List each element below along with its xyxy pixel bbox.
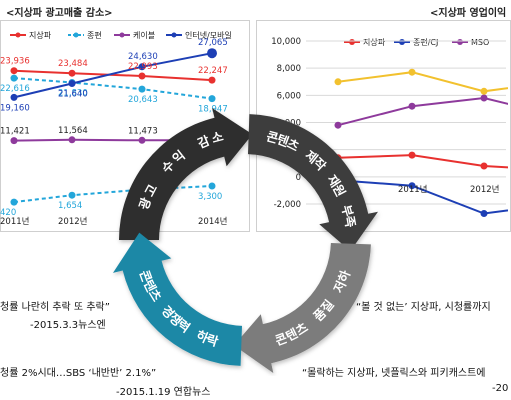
legend-marker-0 [349, 39, 355, 45]
y-tick-label-2: 6,000 [277, 91, 301, 101]
x-tick-label-3: 2014년 [198, 216, 227, 227]
value-label-13: 24,630 [128, 52, 158, 62]
data-point-3-3 [207, 48, 217, 59]
data-point-0-2 [480, 162, 488, 170]
data-point-3-1 [408, 68, 416, 76]
value-label-5: 21,830 [58, 88, 88, 98]
data-point-0-0 [10, 67, 18, 75]
left-chart-title: <지상파 광고매출 감소> [6, 8, 113, 19]
cycle-label-char-1-1: 텐 [275, 131, 291, 149]
legend-label-0: 지상파 [363, 37, 386, 47]
data-point-4-3 [208, 182, 216, 190]
data-point-3-0 [10, 93, 18, 101]
y-tick-label-0: 10,000 [271, 37, 301, 47]
data-point-0-1 [408, 151, 416, 159]
value-label-8: 11,421 [0, 127, 30, 137]
legend-label-0: 지상파 [29, 30, 52, 40]
data-point-1-2 [138, 85, 146, 93]
cycle-label-char-2-8: 하 [335, 268, 353, 284]
value-label-4: 22,616 [0, 84, 30, 94]
legend-marker-2 [457, 39, 463, 45]
x-tick-label-1: 2011년 [398, 184, 427, 195]
legend-marker-1 [73, 32, 79, 38]
legend-label-2: MSO [471, 38, 489, 47]
value-label-15: 420 [0, 208, 16, 218]
value-label-2: 22,993 [128, 62, 158, 72]
value-label-10: 11,473 [128, 126, 158, 136]
x-tick-label-0: 2011년 [0, 216, 29, 227]
data-point-0-1 [68, 69, 76, 77]
y-tick-label-1: 8,000 [277, 64, 301, 74]
series-line-1 [13, 77, 213, 100]
cycle-label-char-3-9: 락 [205, 331, 221, 349]
data-point-1-1 [408, 182, 416, 190]
data-point-3-0 [334, 78, 342, 86]
quote-left-top: 청률 나란히 추락 또 추락” [0, 302, 110, 313]
series-line-3 [13, 52, 213, 99]
cycle-label-char-3-0: 콘 [137, 268, 155, 284]
x-tick-label-2: 2012년 [470, 184, 499, 195]
value-label-0: 23,936 [0, 57, 30, 67]
value-label-3: 22,247 [198, 66, 228, 76]
data-point-3-1 [68, 80, 76, 87]
y-tick-label-6: -2,000 [274, 200, 301, 210]
value-label-18: 3,300 [198, 192, 222, 202]
data-point-2-0 [334, 121, 342, 129]
legend-label-2: 케이블 [133, 30, 155, 40]
legend-marker-2 [119, 32, 125, 38]
cycle-label-char-1-11: 족 [342, 215, 359, 229]
data-point-1-2 [480, 210, 488, 217]
y-tick-label-5: 0 [296, 173, 301, 183]
cycle-arrow-0 [118, 108, 253, 240]
right-chart-title: <지상파 영업이익 [430, 8, 507, 19]
legend-label-1: 종편/CJ [413, 37, 438, 47]
data-point-1-0 [10, 74, 18, 82]
quote-right-bottom: “몰락하는 지상파, 넷플릭스와 피키캐스트에 [302, 368, 486, 379]
cycle-label-char-0-7: 소 [210, 128, 225, 146]
data-point-2-1 [408, 102, 416, 110]
cycle-label-char-2-0: 콘 [273, 330, 289, 348]
legend-label-1: 종편 [87, 30, 102, 40]
legend-marker-3 [171, 32, 177, 38]
data-point-0-3 [208, 76, 216, 84]
value-label-14: 27,065 [198, 38, 228, 48]
cycle-label-char-0-0: 광 [136, 195, 154, 211]
data-point-1-3 [208, 95, 216, 103]
data-point-2-1 [68, 136, 76, 144]
quote-right-bottom-source: -20 [492, 383, 509, 394]
data-point-4-0 [10, 198, 18, 206]
value-label-11: 19,160 [0, 103, 30, 113]
data-point-2-2 [138, 136, 146, 144]
quote-left-bottom: 청률 2%시대…SBS ‘내반반’ 2.1%” [0, 368, 157, 379]
cycle-arrow-2 [233, 243, 371, 373]
cycle-label-char-1-10: 부 [339, 203, 357, 219]
legend-marker-1 [399, 39, 405, 45]
value-label-16: 1,654 [58, 201, 82, 211]
data-point-3-2 [480, 87, 488, 95]
quote-left-top-source: -2015.3.3뉴스엔 [30, 320, 106, 331]
quote-right-top: “볼 것 없는’ 지상파, 시청률까지 [356, 302, 491, 313]
data-point-4-1 [68, 191, 76, 199]
cycle-arrow-3 [113, 232, 242, 366]
value-label-6: 20,643 [128, 95, 158, 105]
legend-marker-0 [15, 32, 21, 38]
cycle-label-char-1-0: 콘 [265, 128, 280, 146]
legend-label-3: 인터넷/모바일 [185, 30, 232, 40]
data-point-3-2 [138, 63, 146, 71]
x-tick-label-1: 2012년 [58, 216, 87, 227]
data-point-2-2 [480, 94, 488, 102]
quote-left-bottom-source: -2015.1.19 연합뉴스 [116, 387, 211, 398]
value-label-12: 21,640 [58, 90, 88, 100]
value-label-1: 23,484 [58, 59, 88, 69]
value-label-9: 11,564 [58, 126, 88, 136]
series-line-4 [13, 185, 213, 204]
cycle-arrow-1 [248, 114, 378, 252]
data-point-0-2 [138, 72, 146, 80]
data-point-2-0 [10, 137, 18, 145]
